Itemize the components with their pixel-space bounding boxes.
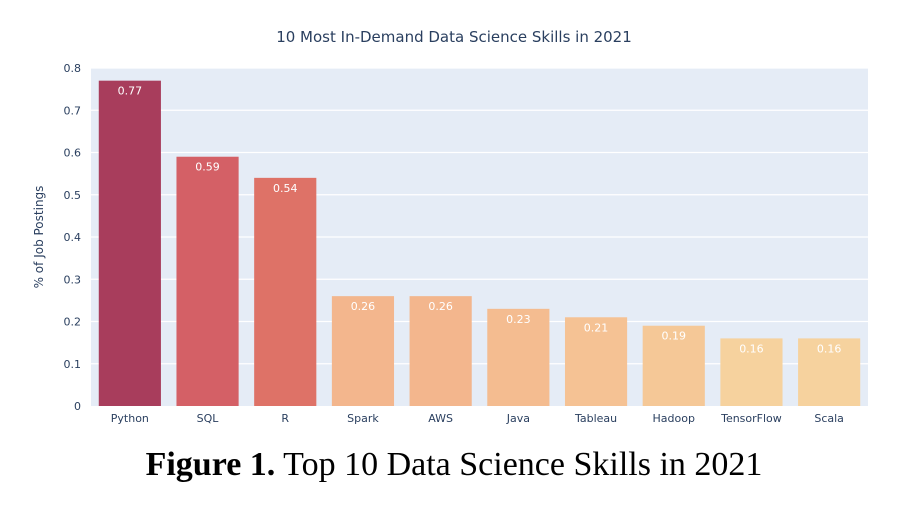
y-axis-label: % of Job Postings: [32, 186, 46, 289]
y-tick-label: 0.3: [64, 273, 82, 286]
bar-scala: [798, 338, 861, 406]
data-label: 0.59: [195, 161, 220, 174]
bar-chart: 0 0.1 0.2 0.3 0.4 0.5 0.6 0.7 0.8 % of Job Postin…: [32, 62, 868, 425]
bar-tableau: [564, 317, 628, 406]
data-label: 0.16: [817, 342, 842, 355]
x-tick-label: R: [281, 412, 289, 425]
bar-java: [487, 308, 550, 406]
y-tick-label: 0.6: [64, 147, 82, 160]
bar-r: [254, 177, 317, 406]
y-tick-label: 0.8: [64, 62, 82, 75]
bar-hadoop: [642, 325, 705, 406]
y-tick-label: 0.4: [64, 231, 82, 244]
figure-caption-label: Figure 1.: [145, 446, 276, 483]
x-tick-label: Java: [506, 412, 530, 425]
y-tick-label: 0.7: [64, 104, 82, 117]
figure-caption: Figure 1. Top 10 Data Science Skills in …: [0, 446, 908, 484]
x-tick-label: Python: [111, 412, 149, 425]
x-tick-label: SQL: [197, 412, 220, 425]
bar-spark: [331, 296, 395, 406]
y-tick-label: 0: [74, 400, 81, 413]
x-tick-label: AWS: [428, 412, 453, 425]
y-tick-label: 0.5: [64, 189, 82, 202]
figure-caption-text: Top 10 Data Science Skills in 2021: [275, 446, 763, 483]
x-tick-label: TensorFlow: [720, 412, 782, 425]
x-tick-label: Scala: [814, 412, 844, 425]
y-tick-label: 0.2: [64, 316, 82, 329]
bar-sql: [176, 156, 239, 406]
data-label: 0.26: [428, 300, 453, 313]
bar-python: [98, 80, 161, 407]
bar-aws: [409, 296, 472, 406]
data-label: 0.26: [351, 300, 376, 313]
data-label: 0.19: [662, 330, 687, 343]
bar-tensorflow: [720, 338, 783, 406]
data-label: 0.16: [739, 342, 764, 355]
chart-title: 10 Most In-Demand Data Science Skills in…: [276, 28, 632, 46]
x-tick-label: Hadoop: [653, 412, 695, 425]
x-tick-label: Spark: [347, 412, 379, 425]
y-tick-label: 0.1: [64, 358, 82, 371]
data-label: 0.23: [506, 313, 531, 326]
x-tick-label: Tableau: [574, 412, 617, 425]
data-label: 0.77: [118, 85, 143, 98]
data-label: 0.21: [584, 321, 609, 334]
data-label: 0.54: [273, 182, 298, 195]
